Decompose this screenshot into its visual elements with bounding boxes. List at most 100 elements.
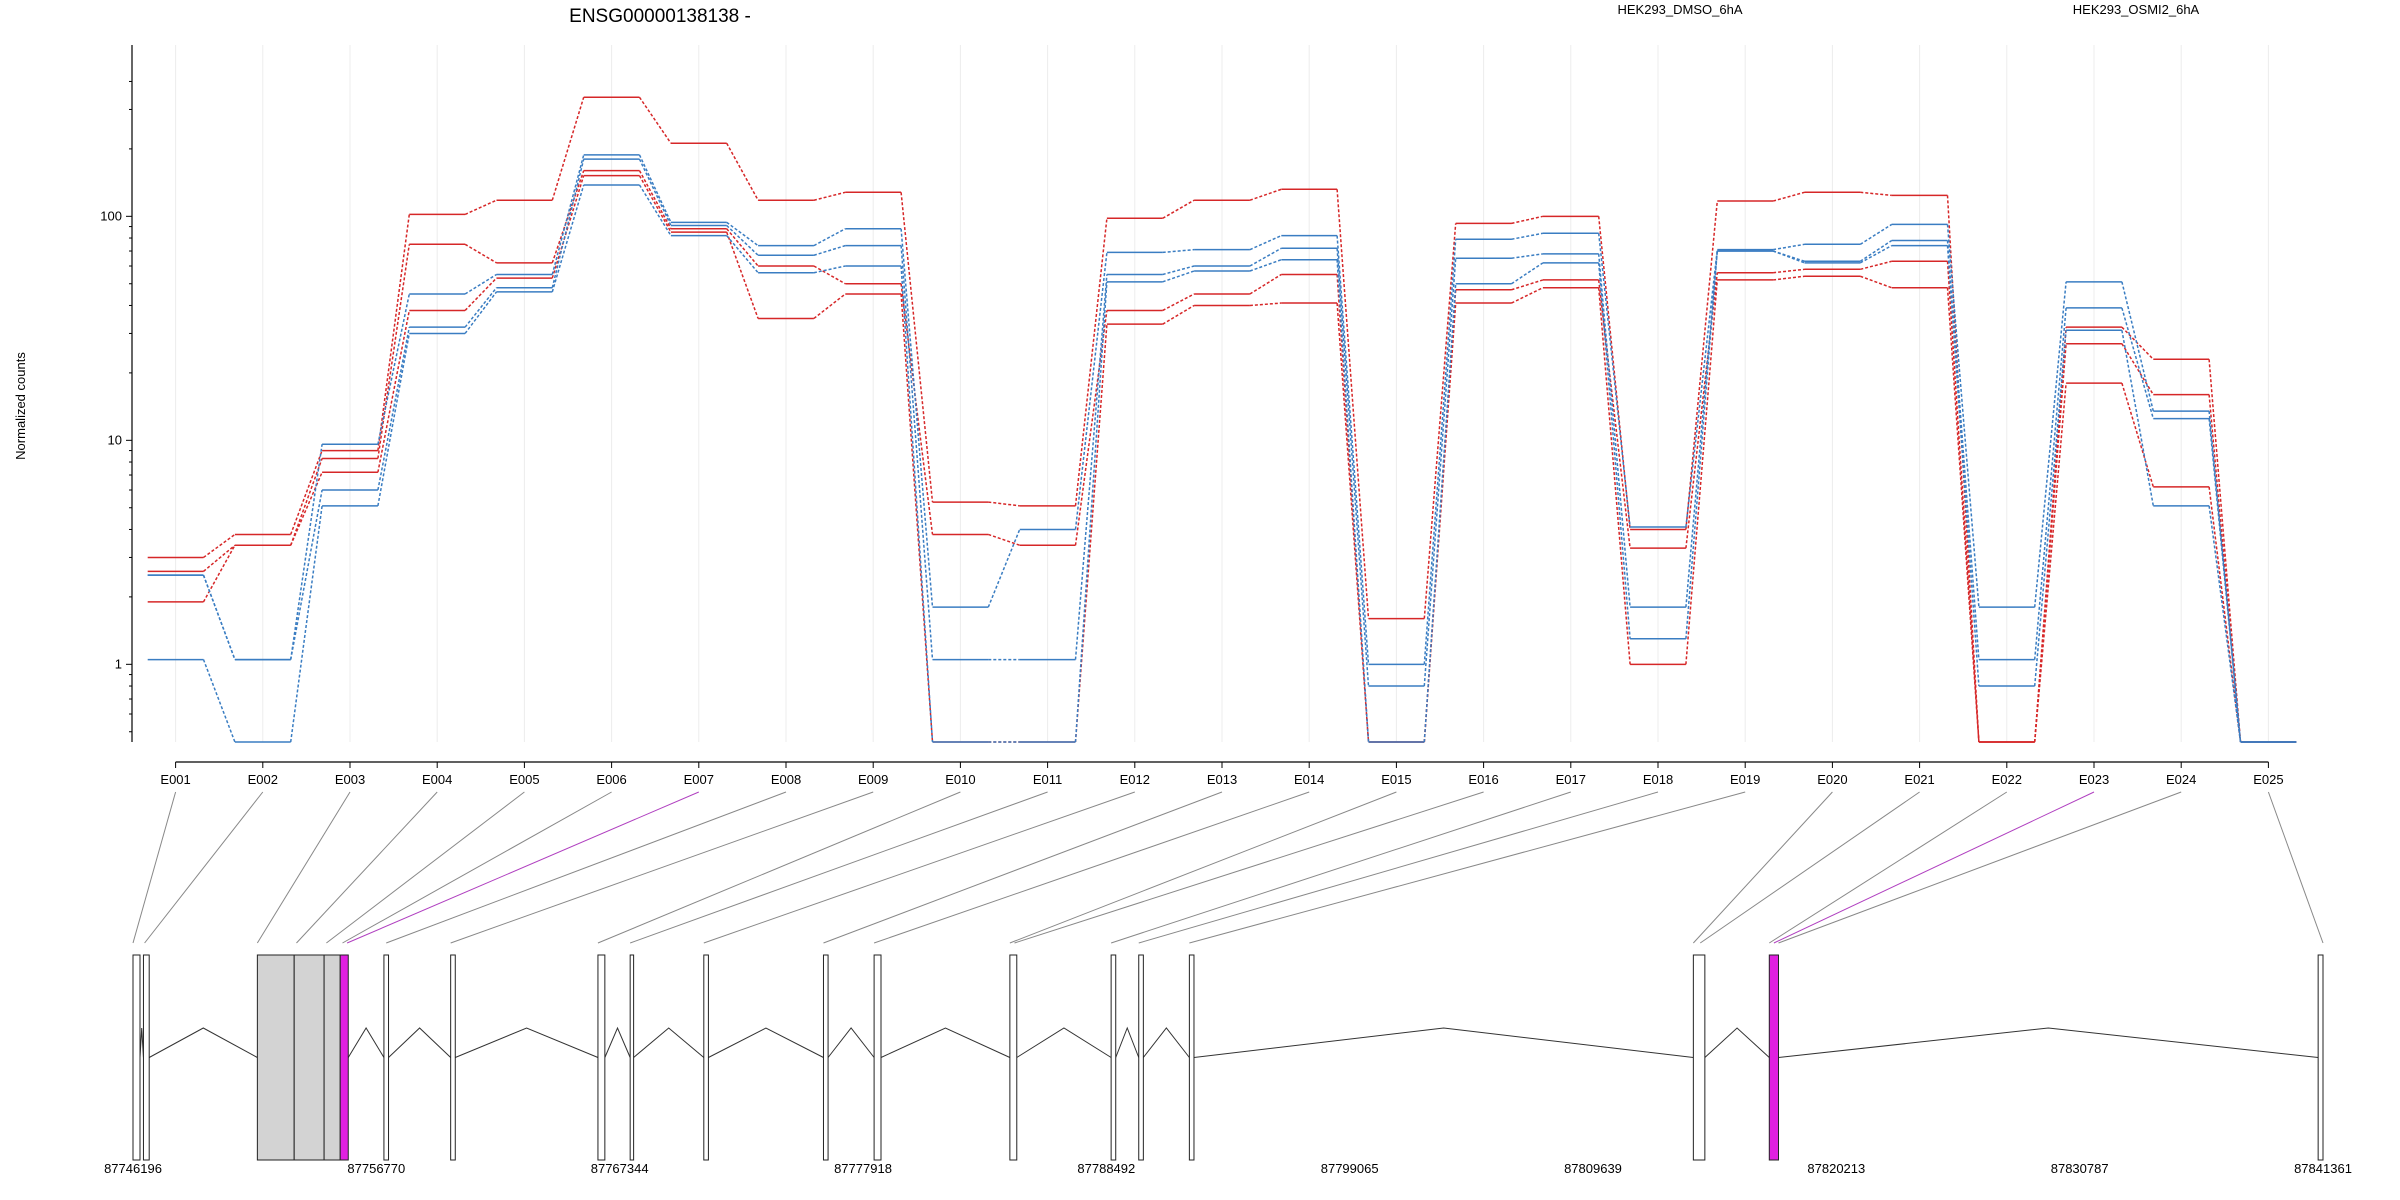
x-tick-label: E010 [945,772,975,787]
genomic-tick-label: 87746196 [104,1161,162,1176]
data-transition [1336,248,1370,687]
exon-connectors [132,791,2324,944]
connector-e005 [326,791,525,944]
legend-osmi2: HEK293_OSMI2_6hA [2073,2,2200,17]
data-transition [551,158,585,288]
data-transition [1423,258,1457,687]
data-transition [813,265,846,285]
data-transition [900,293,934,743]
connector-e010 [597,791,961,944]
connector-e025 [2267,791,2324,944]
data-transition [1162,293,1195,312]
data-transition [1336,303,1370,743]
data-transition [638,170,672,230]
exon-box [339,954,349,1161]
connector-e004 [296,791,438,944]
data-transition [202,544,236,603]
intron [827,1027,875,1058]
connector-e002 [144,791,264,944]
data-transition [551,184,585,293]
connector-e011 [629,791,1048,944]
intron [455,1027,599,1058]
data-transition [1946,195,1980,743]
series [147,154,2297,743]
data-transition [2033,307,2067,660]
connector-e019 [1189,791,1746,944]
x-tick-label: E023 [2079,772,2109,787]
data-transition [1946,245,1980,687]
data-transition [202,574,236,660]
data-transition [2121,281,2155,412]
genomic-tick-label: 87756770 [347,1161,405,1176]
x-tick-label: E011 [1033,772,1062,787]
data-transition [1859,223,1893,245]
data-transition [988,501,1020,507]
x-tick-label: E018 [1643,772,1673,787]
y-axis-label: Normalized counts [13,352,28,460]
data-transition [377,327,411,491]
data-transition [464,277,498,311]
x-tick-label: E013 [1207,772,1237,787]
data-transition [289,489,323,660]
data-transition [1860,275,1892,289]
x-tick-label: E016 [1468,772,1498,787]
x-tick-label: E021 [1904,772,1934,787]
data-transition [1773,268,1805,274]
exon-box [256,954,295,1161]
data-transition [638,175,672,233]
genomic-tick-label: 87799065 [1321,1161,1379,1176]
data-transition [813,244,846,256]
data-transition [2208,418,2242,743]
exon-box [597,954,606,1161]
data-transition [1336,259,1370,743]
data-transition [377,333,411,506]
connector-e022 [1769,791,2008,944]
data-transition [900,245,934,660]
x-tick-label: E009 [858,772,888,787]
y-tick-label: 100 [100,208,122,223]
data-transition [1249,247,1282,267]
data-transition [987,529,1021,608]
intron [708,1027,824,1058]
x-tick-label: E008 [771,772,801,787]
data-transition [813,265,846,274]
data-transition [813,191,846,201]
data-transition [1336,235,1370,665]
x-tick-label: E015 [1381,772,1411,787]
data-transition [290,471,323,546]
connector-e023 [1773,791,2095,944]
intron [604,1026,631,1058]
data-transition [1859,244,1893,264]
data-transition [1511,279,1544,291]
data-transition [551,154,585,275]
connector-e001 [132,791,177,944]
data-transition [1685,249,1719,528]
data-transition [551,175,585,279]
data-transition [988,533,1020,546]
series-lines [147,96,2297,743]
data-transition [1249,188,1282,201]
intron [388,1027,452,1058]
exon-box [703,954,709,1161]
data-transition [2121,382,2155,488]
data-transition [1597,233,1631,528]
data-transition [464,243,497,264]
intron [880,1027,1011,1058]
data-transition [1162,265,1195,276]
data-transition [377,293,411,445]
connector-e012 [703,791,1135,944]
intron [1704,1027,1770,1058]
data-transition [1511,232,1544,240]
data-transition [1162,248,1195,254]
data-transition [1249,273,1282,295]
data-transition [1162,304,1195,325]
data-transition [464,291,498,334]
y-tick-label: 10 [108,432,122,447]
genomic-tick-label: 87767344 [591,1161,649,1176]
exon-box [450,954,456,1161]
genomic-tick-label: 87777918 [834,1161,892,1176]
x-tick-label: E019 [1730,772,1760,787]
connector-e013 [823,791,1223,944]
x-tick-label: E003 [335,772,365,787]
